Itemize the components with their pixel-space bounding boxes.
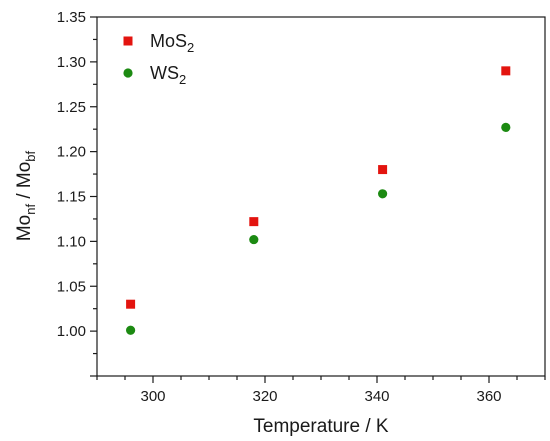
y-tick-label: 1.30 xyxy=(57,54,86,71)
x-tick-label: 300 xyxy=(140,388,165,405)
x-axis-title: Temperature / K xyxy=(253,416,388,437)
ws2-point xyxy=(501,122,511,132)
x-tick-label: 360 xyxy=(476,388,501,405)
ws2-point xyxy=(378,189,388,199)
y-axis: 1.00 1.05 1.10 1.15 1.20 1.25 1.30 1.35 xyxy=(57,9,97,377)
x-axis: 300 320 340 360 xyxy=(96,376,546,405)
ws2-point xyxy=(249,234,259,245)
y-tick-label: 1.25 xyxy=(57,99,86,116)
legend: MoS2 WS2 xyxy=(123,31,194,87)
legend-label-mos2: MoS2 xyxy=(150,31,194,55)
y-axis-title: Monf / Mobf xyxy=(14,150,38,241)
y-tick-label: 1.10 xyxy=(57,233,86,250)
x-tick-label: 340 xyxy=(364,388,389,405)
y-tick-label: 1.15 xyxy=(57,189,86,206)
mos2-point xyxy=(378,165,388,175)
legend-marker-mos2 xyxy=(123,36,133,46)
legend-marker-ws2 xyxy=(123,68,133,78)
data-points xyxy=(126,66,511,335)
y-tick-label: 1.00 xyxy=(57,323,86,340)
y-tick-label: 1.20 xyxy=(57,144,86,161)
mos2-point xyxy=(249,217,259,227)
mos2-point xyxy=(126,299,136,309)
mos2-point xyxy=(501,66,511,76)
ws2-point xyxy=(126,325,136,335)
x-tick-label: 320 xyxy=(252,388,277,405)
y-tick-label: 1.05 xyxy=(57,278,86,295)
y-tick-label: 1.35 xyxy=(57,9,86,26)
legend-label-ws2: WS2 xyxy=(150,63,186,87)
